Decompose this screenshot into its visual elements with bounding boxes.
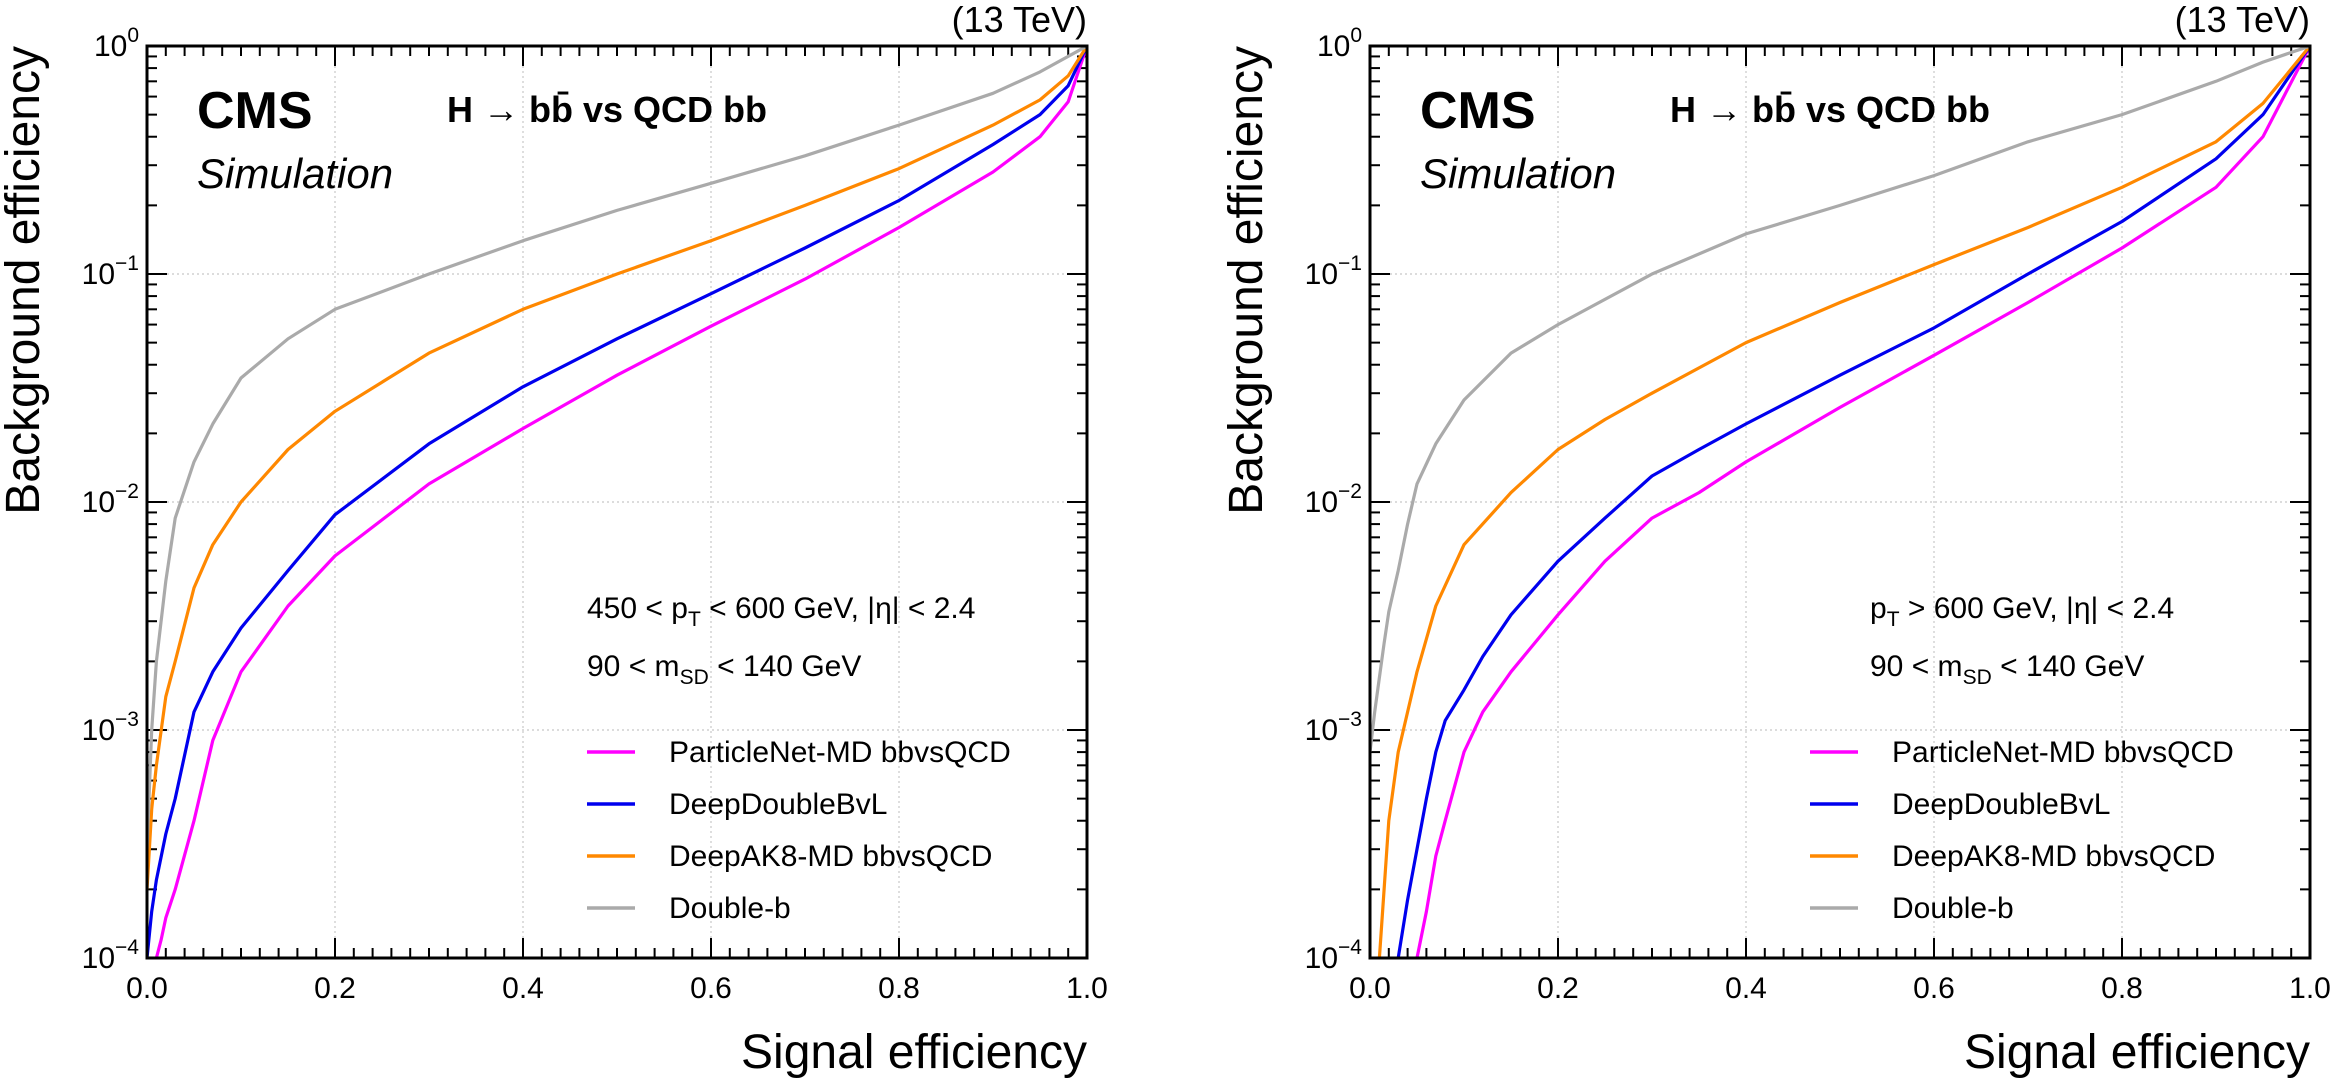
- legend-label-3: DeepAK8-MD bbvsQCD: [1892, 840, 2215, 873]
- legend-label-4: Double-b: [669, 892, 791, 925]
- legend-label-1: ParticleNet-MD bbvsQCD: [1892, 736, 2234, 769]
- plot-frame: [1368, 44, 2312, 960]
- x-tick-label: 0.6: [690, 972, 732, 1005]
- legend-label-4: Double-b: [1892, 892, 2014, 925]
- energy-label: (13 TeV): [2175, 0, 2310, 40]
- energy-label: (13 TeV): [952, 0, 1087, 40]
- x-tick-label: 0.8: [878, 972, 920, 1005]
- selection-line-1: 450 < pT < 600 GeV, |η| < 2.4: [587, 592, 975, 631]
- series-line-1: [154, 46, 1087, 958]
- legend-label-2: DeepDoubleBvL: [669, 788, 887, 821]
- selection-line-2: 90 < mSD < 140 GeV: [587, 650, 861, 689]
- series-line-2: [1396, 46, 2310, 958]
- y-tick-label: 10−3: [82, 708, 139, 747]
- simulation-label: Simulation: [197, 150, 393, 197]
- curves: [147, 46, 1087, 958]
- series-line-4: [147, 46, 1087, 850]
- process-title: H → bb̄ vs QCD bb: [447, 89, 767, 130]
- y-tick-label: 100: [94, 24, 139, 63]
- y-tick-label: 10−4: [1305, 936, 1363, 975]
- y-tick-label: 10−2: [82, 480, 139, 519]
- x-axis-label: Signal efficiency: [1964, 1026, 2310, 1079]
- legend: ParticleNet-MD bbvsQCD DeepDoubleBvL DeepA…: [587, 736, 1011, 925]
- y-tick-label: 10−2: [1305, 480, 1362, 519]
- series-line-4: [1370, 46, 2310, 753]
- simulation-label: Simulation: [1420, 150, 1616, 197]
- x-axis-label: Signal efficiency: [741, 1026, 1087, 1079]
- x-tick-label: 0.8: [2101, 972, 2143, 1005]
- legend-label-3: DeepAK8-MD bbvsQCD: [669, 840, 992, 873]
- experiment-label: CMS: [1420, 82, 1536, 140]
- x-tick-label: 0.6: [1913, 972, 1955, 1005]
- legend-label-2: DeepDoubleBvL: [1892, 788, 2110, 821]
- y-tick-label: 10−3: [1305, 708, 1362, 747]
- y-tick-label: 100: [1317, 24, 1362, 63]
- y-axis-label: Background efficiency: [1220, 46, 1273, 515]
- plot-frame: [145, 44, 1089, 960]
- x-tick-label: 1.0: [2289, 972, 2331, 1005]
- x-tick-label: 0.0: [1349, 972, 1391, 1005]
- y-tick-label: 10−1: [1305, 252, 1362, 291]
- x-tick-label: 0.4: [502, 972, 544, 1005]
- series-line-1: [1415, 46, 2310, 958]
- x-tick-label: 0.4: [1725, 972, 1767, 1005]
- y-axis-label: Background efficiency: [0, 46, 50, 515]
- selection-line-2: 90 < mSD < 140 GeV: [1870, 650, 2144, 689]
- legend: ParticleNet-MD bbvsQCD DeepDoubleBvL DeepA…: [1810, 736, 2234, 925]
- process-title: H → bb̄ vs QCD bb: [1670, 89, 1990, 130]
- chart-panel-1: 0.0 0.2 0.4 0.6 0.8 1.0 10−4 10−3 10−2 10−1 100 Sig…: [0, 0, 1108, 1079]
- x-tick-label: 0.2: [1537, 972, 1579, 1005]
- y-tick-label: 10−4: [82, 936, 140, 975]
- series-line-3: [147, 46, 1087, 890]
- series-line-3: [1377, 46, 2310, 958]
- legend-label-1: ParticleNet-MD bbvsQCD: [669, 736, 1011, 769]
- curves: [1370, 46, 2310, 958]
- x-tick-label: 0.2: [314, 972, 356, 1005]
- series-line-2: [147, 46, 1087, 958]
- experiment-label: CMS: [197, 82, 313, 140]
- selection-line-1: pT > 600 GeV, |η| < 2.4: [1870, 592, 2174, 631]
- y-tick-label: 10−1: [82, 252, 139, 291]
- x-tick-label: 0.0: [126, 972, 168, 1005]
- chart-panel-2: 0.0 0.2 0.4 0.6 0.8 1.0 10−4 10−3 10−2 10−1 100 Sig…: [1220, 0, 2331, 1079]
- x-tick-label: 1.0: [1066, 972, 1108, 1005]
